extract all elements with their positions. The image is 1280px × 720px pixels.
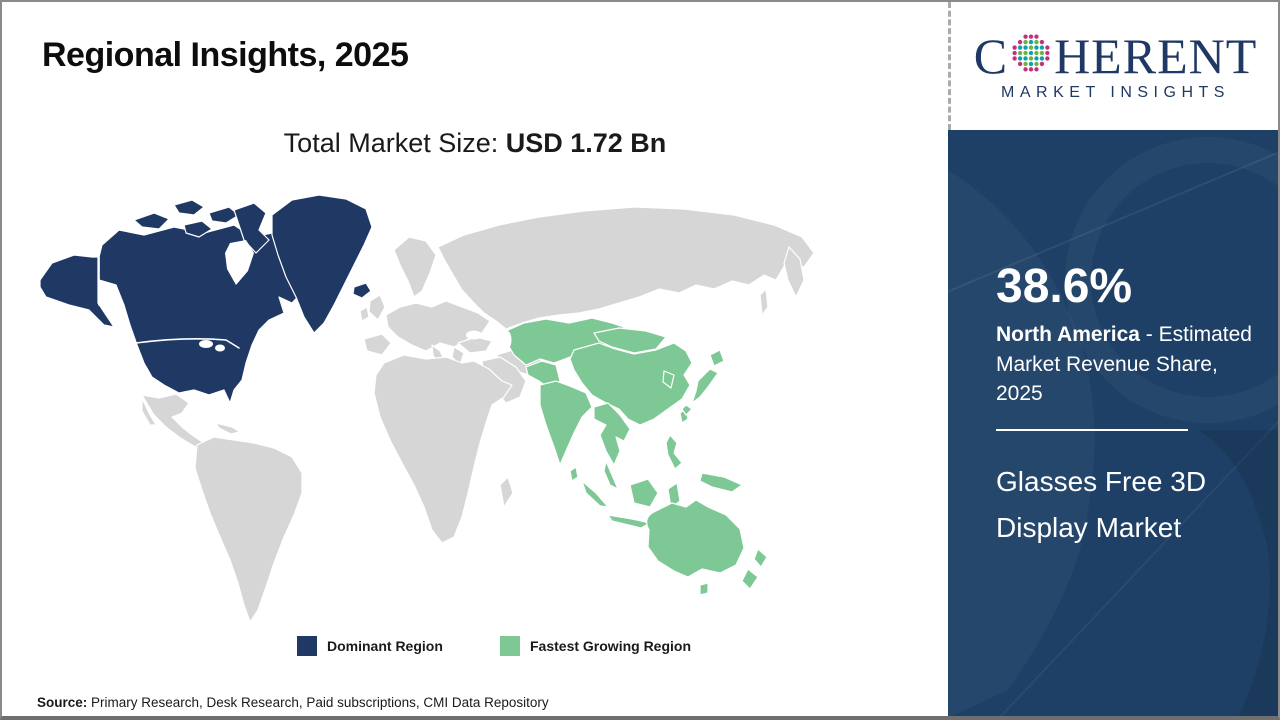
- map-state-borders: [98, 256, 240, 349]
- market-name: Glasses Free 3D Display Market: [996, 465, 1207, 543]
- region-north-america: [39, 194, 373, 404]
- source-text: Primary Research, Desk Research, Paid su…: [87, 695, 549, 710]
- market-share-note: - Estimated Market Revenue Share, 2025: [996, 323, 1252, 406]
- sidebar-divider: [996, 428, 1188, 431]
- brand-tagline: MARKET INSIGHTS: [1001, 83, 1230, 101]
- legend-swatch-fastest-growing: [500, 636, 520, 656]
- legend-label-dominant: Dominant Region: [327, 638, 443, 654]
- dot-globe-icon: [1012, 33, 1050, 72]
- legend-item-dominant: Dominant Region: [297, 636, 443, 656]
- regions-other: [141, 206, 815, 623]
- highlight-sidebar: 38.6% North America - Estimated Market R…: [948, 130, 1278, 716]
- coherent-logo-panel: C HERENT MARKET INSIGHTS: [948, 2, 1278, 130]
- region-asia-pacific: [505, 317, 768, 596]
- legend-item-fastest-growing: Fastest Growing Region: [500, 636, 691, 656]
- total-market-size-value: USD 1.72 Bn: [505, 128, 667, 158]
- total-market-size: Total Market Size: USD 1.72 Bn: [2, 128, 948, 159]
- market-share-region: North America: [996, 323, 1140, 347]
- coherent-logo: C HERENT: [974, 31, 1258, 81]
- source-label: Source:: [37, 695, 88, 710]
- legend-swatch-dominant: [297, 636, 317, 656]
- world-map: [34, 185, 914, 630]
- market-share-description: North America - Estimated Market Revenue…: [996, 320, 1268, 408]
- brand-prefix: C: [973, 27, 1009, 84]
- map-water-details: [199, 240, 512, 352]
- world-map-svg: [39, 194, 815, 623]
- legend-label-fastest-growing: Fastest Growing Region: [530, 638, 692, 654]
- sidebar-content: 38.6% North America - Estimated Market R…: [948, 130, 1278, 551]
- sidebar-watermark: [948, 137, 1278, 716]
- source-line: Source: Primary Research, Desk Research,…: [37, 695, 549, 710]
- market-share-value: 38.6%: [996, 260, 1133, 313]
- total-market-size-label: Total Market Size:: [283, 128, 506, 158]
- brand-suffix: HERENT: [1054, 27, 1258, 84]
- page-title: Regional Insights, 2025: [42, 36, 409, 74]
